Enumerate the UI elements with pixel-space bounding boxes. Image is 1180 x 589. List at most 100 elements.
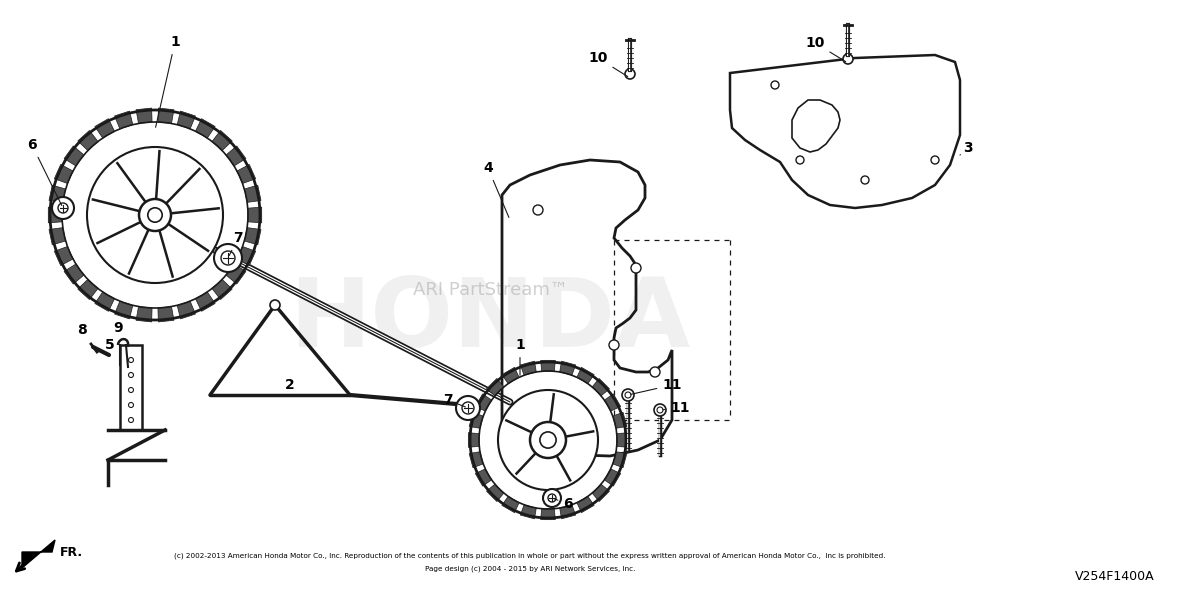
Polygon shape: [540, 509, 556, 519]
Polygon shape: [114, 111, 133, 129]
Circle shape: [139, 199, 171, 231]
Circle shape: [654, 404, 666, 416]
Text: 10: 10: [805, 36, 846, 62]
Circle shape: [129, 388, 133, 392]
Text: 5: 5: [105, 338, 114, 352]
Circle shape: [625, 392, 631, 398]
Circle shape: [530, 422, 566, 458]
Polygon shape: [64, 146, 84, 166]
Text: 3: 3: [961, 141, 972, 155]
Circle shape: [796, 156, 804, 164]
Polygon shape: [604, 394, 621, 411]
Circle shape: [129, 418, 133, 422]
Circle shape: [463, 402, 474, 414]
Circle shape: [771, 81, 779, 89]
Polygon shape: [502, 497, 519, 512]
Polygon shape: [520, 361, 537, 375]
Text: 6: 6: [555, 497, 572, 511]
Polygon shape: [468, 433, 479, 447]
Polygon shape: [50, 185, 66, 203]
Text: 10: 10: [589, 51, 628, 77]
Polygon shape: [227, 146, 245, 166]
Text: 11: 11: [663, 401, 690, 415]
Text: FR.: FR.: [60, 545, 83, 558]
Polygon shape: [136, 306, 152, 322]
Circle shape: [270, 300, 280, 310]
Polygon shape: [486, 484, 504, 501]
Text: 2: 2: [286, 378, 295, 392]
Polygon shape: [22, 540, 55, 568]
Text: 7: 7: [229, 231, 243, 256]
Polygon shape: [196, 292, 215, 312]
Circle shape: [631, 263, 641, 273]
Polygon shape: [64, 264, 84, 284]
Text: HONDA: HONDA: [289, 273, 690, 366]
Polygon shape: [248, 207, 262, 223]
Polygon shape: [237, 164, 256, 184]
Circle shape: [221, 251, 235, 265]
Circle shape: [498, 390, 598, 490]
Polygon shape: [244, 185, 261, 203]
Circle shape: [87, 147, 223, 283]
Polygon shape: [158, 306, 173, 322]
Circle shape: [625, 69, 635, 79]
Polygon shape: [502, 368, 519, 383]
Circle shape: [622, 389, 634, 401]
Circle shape: [657, 407, 663, 413]
Polygon shape: [237, 247, 256, 266]
Polygon shape: [78, 130, 98, 151]
Text: 1: 1: [156, 35, 179, 127]
Polygon shape: [227, 264, 245, 284]
Circle shape: [52, 197, 74, 219]
Polygon shape: [612, 412, 627, 428]
Text: Page design (c) 2004 - 2015 by ARI Network Services, Inc.: Page design (c) 2004 - 2015 by ARI Netwo…: [425, 566, 635, 573]
Text: 7: 7: [444, 393, 465, 407]
Circle shape: [931, 156, 939, 164]
Polygon shape: [577, 497, 595, 512]
Text: 6: 6: [27, 138, 61, 206]
Polygon shape: [617, 433, 628, 447]
Polygon shape: [559, 361, 576, 375]
Polygon shape: [136, 108, 152, 124]
Polygon shape: [54, 164, 73, 184]
Polygon shape: [48, 207, 63, 223]
Circle shape: [455, 396, 480, 420]
Circle shape: [540, 432, 556, 448]
Text: 1: 1: [516, 338, 525, 375]
Circle shape: [861, 176, 868, 184]
Circle shape: [548, 494, 556, 502]
Circle shape: [214, 244, 242, 272]
Polygon shape: [470, 452, 484, 468]
Circle shape: [543, 489, 560, 507]
Polygon shape: [177, 301, 196, 319]
Circle shape: [58, 203, 68, 213]
Circle shape: [463, 399, 474, 411]
Polygon shape: [177, 111, 196, 129]
Polygon shape: [114, 301, 133, 319]
Polygon shape: [604, 469, 621, 486]
Polygon shape: [520, 505, 537, 519]
Polygon shape: [612, 452, 627, 468]
Polygon shape: [486, 379, 504, 396]
Text: V254F1400A: V254F1400A: [1075, 570, 1155, 583]
Polygon shape: [559, 505, 576, 519]
Polygon shape: [158, 108, 173, 124]
Polygon shape: [94, 118, 114, 138]
Text: 11: 11: [630, 378, 682, 395]
Polygon shape: [592, 379, 610, 396]
Text: 9: 9: [113, 321, 123, 335]
Polygon shape: [94, 292, 114, 312]
Polygon shape: [540, 360, 556, 371]
Polygon shape: [577, 368, 595, 383]
Polygon shape: [212, 279, 232, 300]
Polygon shape: [476, 394, 492, 411]
Text: 8: 8: [77, 323, 87, 337]
Polygon shape: [592, 484, 610, 501]
Circle shape: [650, 367, 660, 377]
Circle shape: [129, 372, 133, 378]
Circle shape: [129, 402, 133, 408]
Circle shape: [148, 208, 162, 222]
Polygon shape: [476, 469, 492, 486]
Polygon shape: [78, 279, 98, 300]
Circle shape: [843, 54, 853, 64]
